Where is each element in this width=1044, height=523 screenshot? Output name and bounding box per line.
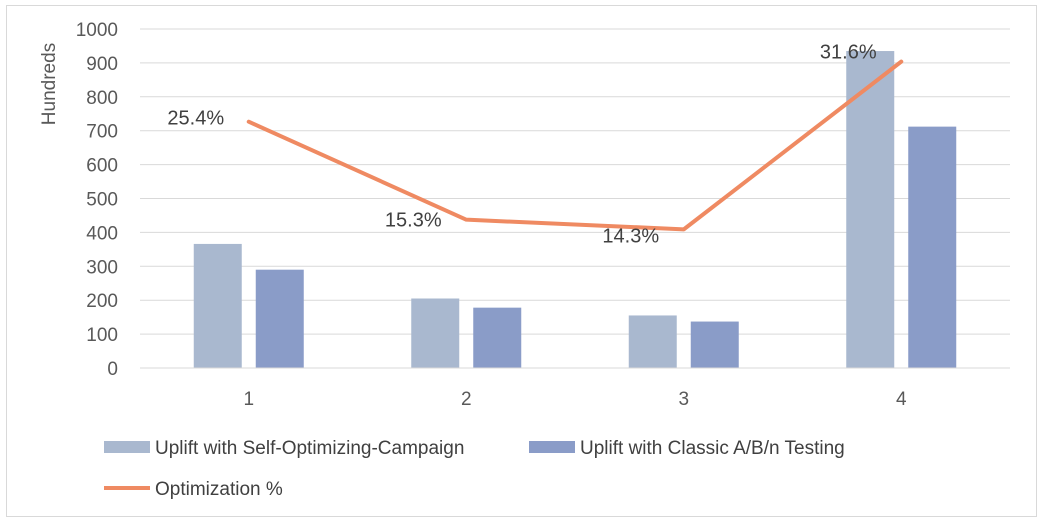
bar-self-optimizing-4: [846, 51, 895, 368]
y-tick-label: 200: [86, 291, 118, 312]
y-tick-label: 0: [107, 359, 118, 380]
bar-self-optimizing-1: [193, 243, 242, 368]
bar-classic-ab-2: [473, 307, 522, 368]
y-tick-label: 600: [86, 156, 118, 177]
bar-classic-ab-1: [255, 269, 304, 368]
optimization-line: [246, 59, 904, 232]
legend-label: Uplift with Classic A/B/n Testing: [580, 438, 845, 459]
legend-swatch-0: [104, 441, 150, 453]
legend-swatch-1: [529, 441, 575, 453]
optimization-label: 25.4%: [167, 108, 224, 130]
y-tick-label: 500: [86, 190, 118, 211]
y-tick-label: 700: [86, 122, 118, 143]
y-tick-label: 400: [86, 223, 118, 244]
y-tick-label: 900: [86, 54, 118, 75]
x-tick-label: 1: [243, 389, 254, 410]
x-tick-label: 3: [678, 389, 689, 410]
optimization-label: 14.3%: [602, 225, 659, 247]
bar-classic-ab-4: [908, 126, 957, 368]
bar-self-optimizing-2: [411, 298, 460, 368]
bar-self-optimizing-3: [628, 315, 677, 368]
x-tick-label: 4: [896, 389, 907, 410]
legend-label: Optimization %: [155, 479, 283, 500]
optimization-label: 15.3%: [385, 210, 442, 232]
y-tick-label: 100: [86, 325, 118, 346]
y-axis-title: Hundreds: [39, 43, 60, 125]
bar-classic-ab-3: [690, 321, 739, 368]
legend-label: Uplift with Self-Optimizing-Campaign: [155, 438, 464, 459]
optimization-label: 31.6%: [820, 42, 877, 64]
y-tick-label: 800: [86, 88, 118, 109]
y-tick-label: 1000: [76, 20, 118, 41]
x-tick-label: 2: [461, 389, 472, 410]
y-tick-label: 300: [86, 257, 118, 278]
